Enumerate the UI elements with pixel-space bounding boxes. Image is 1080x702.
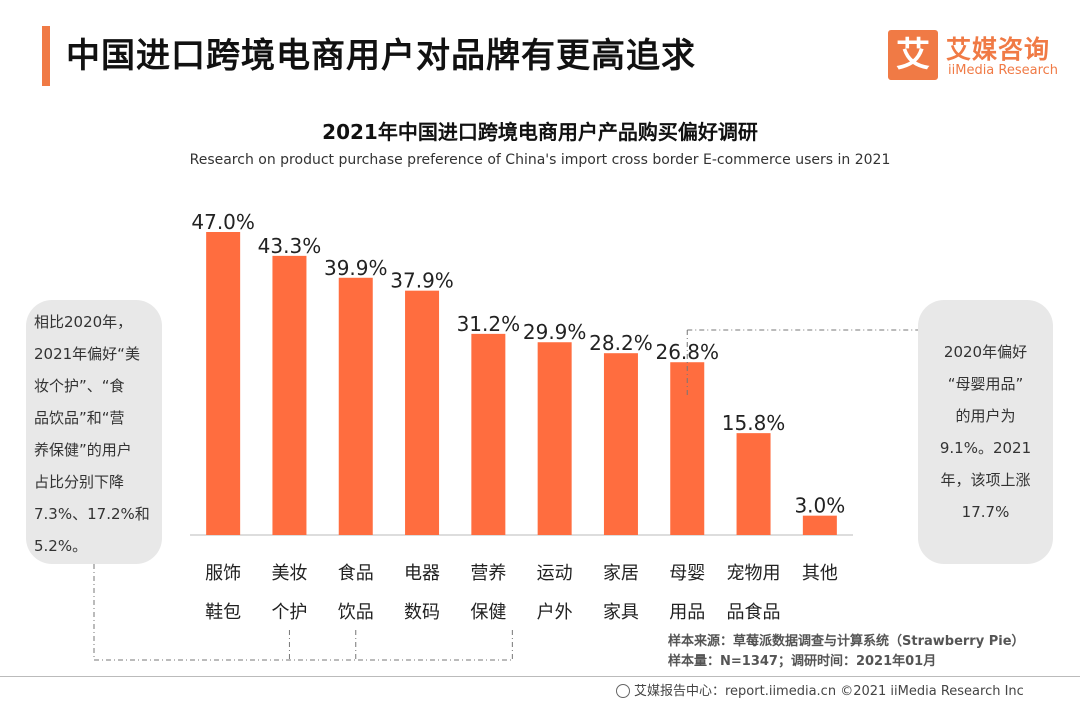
x-tick-label: 宠物用	[727, 563, 781, 584]
sample-line: 样本量：N=1347；调研时间：2021年01月	[668, 654, 937, 669]
x-tick-label: 服饰	[205, 563, 241, 584]
bar	[338, 277, 373, 535]
x-tick-label: 运动	[537, 563, 573, 584]
globe-icon	[616, 684, 630, 698]
bar-value-label: 37.9%	[390, 269, 454, 293]
bar	[405, 290, 440, 535]
left-annotation-line: 7.3%、17.2%和	[34, 505, 150, 523]
right-annotation-line: 2020年偏好	[943, 343, 1028, 361]
bar	[802, 515, 837, 535]
left-annotation-bubble: 相比2020年， 2021年偏好“美 妆个护”、“食 品饮品”和“营 养保健”的…	[26, 300, 162, 564]
bar	[272, 255, 307, 535]
x-tick-label: 个护	[271, 602, 307, 623]
logo-english-name: iiMedia Research	[948, 63, 1059, 78]
bar-value-label: 29.9%	[523, 320, 587, 344]
x-tick-label: 户外	[537, 602, 573, 623]
brand-logo: 艾 艾媒咨询 iiMedia Research	[888, 30, 1068, 82]
bar-value-label: 43.3%	[258, 234, 322, 258]
logo-icon: 艾	[888, 30, 938, 80]
right-annotation-bubble: 2020年偏好 “母婴用品” 的用户为 9.1%。2021 年，该项上涨 17.…	[918, 300, 1053, 564]
x-tick-label: 饮品	[338, 602, 374, 623]
bar	[206, 232, 241, 535]
bar-value-label: 31.2%	[457, 312, 521, 336]
right-annotation-line: 17.7%	[961, 503, 1010, 521]
right-annotation-line: “母婴用品”	[947, 375, 1024, 393]
x-tick-label: 营养	[470, 563, 506, 584]
bar-value-label: 28.2%	[589, 331, 653, 355]
left-annotation-line: 2021年偏好“美	[34, 345, 140, 363]
x-tick-label: 用品	[669, 602, 705, 623]
right-annotation-line: 年，该项上涨	[940, 471, 1031, 489]
x-tick-label: 美妆	[271, 563, 307, 584]
left-annotation-line: 5.2%。	[34, 537, 88, 555]
footer: 艾媒报告中心：report.iimedia.cn ©2021 iiMedia R…	[616, 680, 1024, 699]
left-annotation-line: 养保健”的用户	[34, 441, 132, 459]
left-annotation-line: 占比分别下降	[34, 473, 125, 491]
bar-value-label: 3.0%	[794, 494, 845, 518]
x-tick-label: 食品	[338, 563, 374, 584]
left-annotation-line: 品饮品”和“营	[34, 409, 125, 427]
x-tick-label: 其他	[802, 563, 838, 584]
left-annotation-line: 妆个护”、“食	[34, 377, 125, 395]
bar-value-label: 39.9%	[324, 256, 388, 280]
x-tick-label: 数码	[404, 602, 440, 623]
page-title: 中国进口跨境电商用户对品牌有更高追求	[66, 36, 696, 76]
x-tick-label: 保健	[470, 602, 506, 623]
x-tick-label: 家具	[603, 602, 639, 623]
footer-divider	[0, 676, 1080, 677]
bar	[537, 342, 572, 535]
chart-title: 2021年中国进口跨境电商用户产品购买偏好调研	[322, 120, 758, 144]
bar-value-label: 47.0%	[191, 210, 255, 234]
bar	[670, 362, 705, 535]
title-accent-bar	[42, 26, 50, 86]
x-tick-label: 电器	[404, 563, 440, 584]
x-tick-label: 鞋包	[205, 602, 241, 623]
x-tick-label: 品食品	[727, 602, 781, 623]
x-tick-label: 母婴	[669, 563, 705, 584]
x-tick-label: 家居	[603, 563, 639, 584]
chart-subtitle: Research on product purchase preference …	[189, 152, 891, 168]
footer-text: 艾媒报告中心：report.iimedia.cn ©2021 iiMedia R…	[634, 684, 1024, 699]
data-source-note: 样本来源：草莓派数据调查与计算系统（Strawberry Pie） 样本量：N=…	[668, 632, 1025, 672]
right-annotation-line: 9.1%。2021	[939, 439, 1032, 457]
logo-chinese-name: 艾媒咨询	[946, 35, 1051, 64]
right-annotation-line: 的用户为	[955, 407, 1016, 425]
bar-value-label: 15.8%	[722, 411, 786, 435]
source-line: 样本来源：草莓派数据调查与计算系统（Strawberry Pie）	[668, 634, 1025, 649]
left-annotation-line: 相比2020年，	[34, 313, 133, 331]
bar	[603, 353, 638, 535]
bar	[471, 333, 506, 535]
bar	[736, 433, 771, 535]
